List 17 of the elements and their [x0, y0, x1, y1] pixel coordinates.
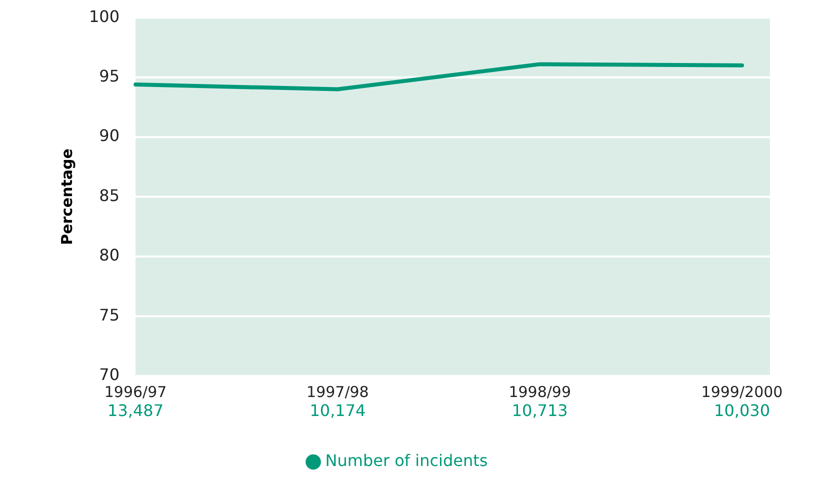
y-tick-label: 80 — [99, 246, 120, 265]
y-tick-label: 90 — [99, 126, 120, 146]
y-tick-label: 95 — [99, 66, 120, 86]
text: 10,030 — [714, 401, 770, 420]
y-tick-label: 85 — [99, 186, 120, 205]
x-tick-label: 1999/2000 — [701, 382, 783, 401]
text: 13,487 — [108, 401, 164, 420]
x-tick-label: 1998/99 — [508, 382, 572, 401]
y-tick-label: 100 — [88, 6, 120, 26]
text: 10,713 — [512, 401, 568, 420]
x-tick-label: 1997/98 — [306, 382, 369, 401]
legend-label: Number of incidents — [325, 451, 488, 470]
y-axis-title: Percentage — [58, 148, 76, 246]
text: 10,174 — [310, 401, 366, 420]
y-tick-label: 70 — [99, 365, 120, 384]
x-tick-label: 1996/97 — [104, 382, 167, 401]
y-tick-label: 75 — [99, 305, 120, 324]
